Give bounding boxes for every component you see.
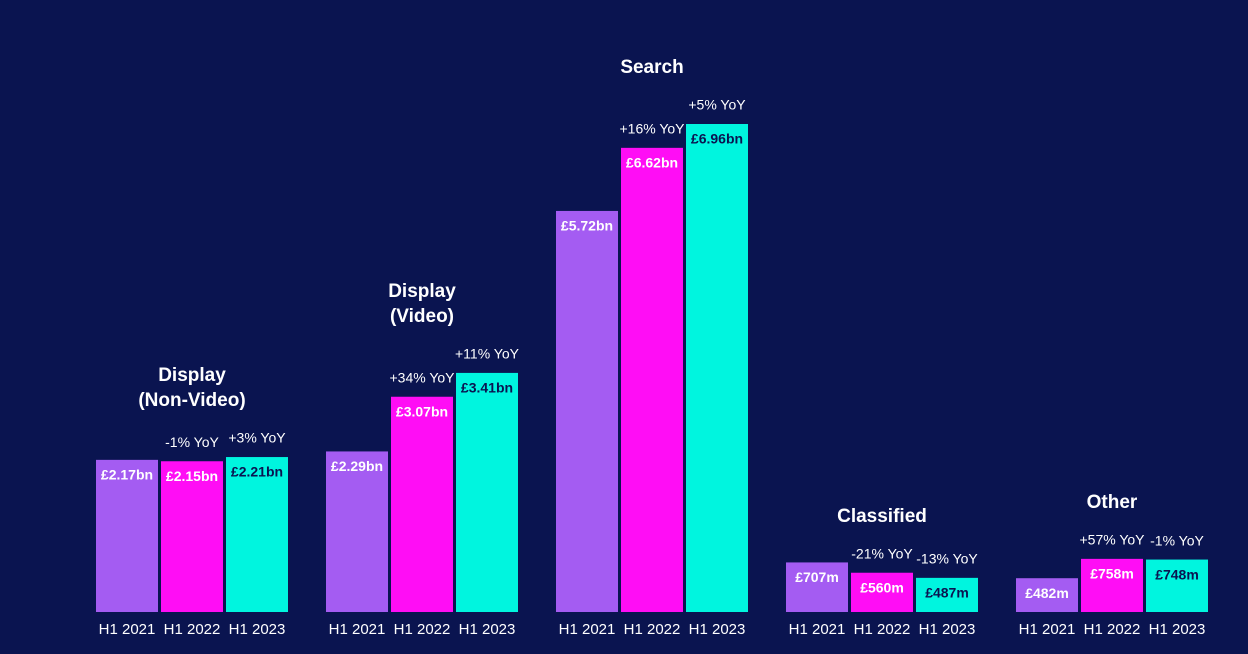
group-title: (Non-Video) <box>138 390 245 411</box>
yoy-label: -1% YoY <box>165 434 219 450</box>
x-tick-label: H1 2021 <box>329 621 386 638</box>
yoy-label: -13% YoY <box>916 551 978 567</box>
group-title: Display <box>158 365 226 386</box>
group-title: Other <box>1087 492 1138 513</box>
x-tick-label: H1 2022 <box>624 621 681 638</box>
x-tick-label: H1 2021 <box>99 621 156 638</box>
group-title: Display <box>388 281 456 302</box>
yoy-label: +16% YoY <box>619 121 685 137</box>
bar <box>456 372 518 612</box>
bar <box>851 572 913 612</box>
x-tick-label: H1 2023 <box>919 621 976 638</box>
value-label: £487m <box>925 585 969 601</box>
value-label: £748m <box>1155 566 1199 582</box>
value-label: £2.15bn <box>166 468 218 484</box>
bar <box>1146 559 1208 612</box>
x-tick-label: H1 2022 <box>854 621 911 638</box>
bar <box>1016 578 1078 612</box>
yoy-label: -21% YoY <box>851 545 913 561</box>
bar <box>1081 558 1143 612</box>
value-label: £560m <box>860 579 904 595</box>
value-label: £2.29bn <box>331 458 383 474</box>
bar <box>226 457 288 612</box>
x-tick-label: H1 2021 <box>789 621 846 638</box>
bar <box>161 461 223 612</box>
value-label: £3.41bn <box>461 380 513 396</box>
value-label: £482m <box>1025 585 1069 601</box>
value-label: £707m <box>795 569 839 585</box>
x-tick-label: H1 2022 <box>164 621 221 638</box>
group-title: (Video) <box>390 306 454 327</box>
x-tick-label: H1 2022 <box>394 621 451 638</box>
x-tick-label: H1 2021 <box>1019 621 1076 638</box>
bar <box>326 451 388 612</box>
x-tick-label: H1 2023 <box>1149 621 1206 638</box>
yoy-label: -1% YoY <box>1150 532 1204 548</box>
bar <box>686 124 748 612</box>
x-tick-label: H1 2023 <box>689 621 746 638</box>
x-tick-label: H1 2021 <box>559 621 616 638</box>
bar <box>786 562 848 612</box>
yoy-label: +3% YoY <box>228 430 286 446</box>
value-label: £3.07bn <box>396 403 448 419</box>
yoy-label: +5% YoY <box>688 97 746 113</box>
x-tick-label: H1 2022 <box>1084 621 1141 638</box>
bar <box>556 210 618 612</box>
group-title: Classified <box>837 506 927 527</box>
yoy-label: +11% YoY <box>455 346 520 362</box>
x-tick-label: H1 2023 <box>459 621 516 638</box>
value-label: £2.17bn <box>101 467 153 483</box>
group-title: Search <box>620 57 683 78</box>
yoy-label: +57% YoY <box>1079 532 1145 548</box>
value-label: £5.72bn <box>561 218 613 234</box>
x-tick-label: H1 2023 <box>229 621 286 638</box>
yoy-label: +34% YoY <box>389 369 455 385</box>
bar <box>621 147 683 612</box>
bar <box>916 577 978 612</box>
value-label: £2.21bn <box>231 464 283 480</box>
value-label: £758m <box>1090 566 1134 582</box>
value-label: £6.62bn <box>626 155 678 171</box>
bar <box>391 396 453 612</box>
bar <box>96 459 158 612</box>
value-label: £6.96bn <box>691 131 743 147</box>
